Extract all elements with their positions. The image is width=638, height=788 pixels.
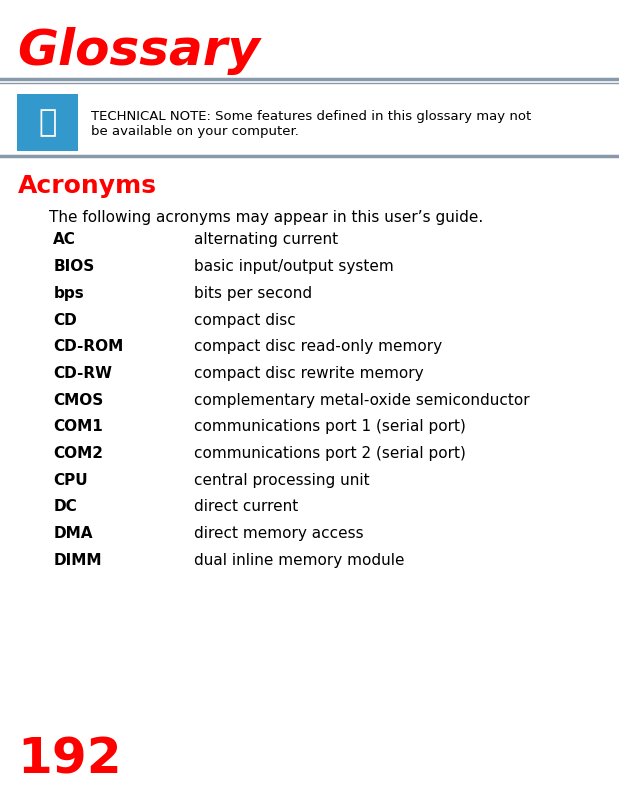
Text: TECHNICAL NOTE: Some features defined in this glossary may not
be available on y: TECHNICAL NOTE: Some features defined in…	[91, 110, 531, 138]
Text: DIMM: DIMM	[54, 553, 102, 568]
Text: DMA: DMA	[54, 526, 93, 541]
Text: 🔧: 🔧	[38, 108, 57, 137]
Text: basic input/output system: basic input/output system	[194, 259, 394, 274]
Text: CD-ROM: CD-ROM	[54, 340, 124, 355]
Text: Glossary: Glossary	[17, 28, 260, 76]
Text: communications port 2 (serial port): communications port 2 (serial port)	[194, 446, 466, 461]
Text: complementary metal-oxide semiconductor: complementary metal-oxide semiconductor	[194, 392, 530, 407]
Text: DC: DC	[54, 500, 77, 515]
Text: CD: CD	[54, 313, 77, 328]
FancyBboxPatch shape	[17, 94, 78, 151]
Text: direct memory access: direct memory access	[194, 526, 364, 541]
Text: compact disc: compact disc	[194, 313, 296, 328]
Text: alternating current: alternating current	[194, 232, 338, 247]
Text: bps: bps	[54, 286, 84, 301]
Text: BIOS: BIOS	[54, 259, 94, 274]
Text: dual inline memory module: dual inline memory module	[194, 553, 404, 568]
Text: communications port 1 (serial port): communications port 1 (serial port)	[194, 419, 466, 434]
Text: central processing unit: central processing unit	[194, 473, 370, 488]
Text: CMOS: CMOS	[54, 392, 103, 407]
Text: COM2: COM2	[54, 446, 103, 461]
Text: Acronyms: Acronyms	[17, 174, 156, 198]
Text: compact disc read-only memory: compact disc read-only memory	[194, 340, 442, 355]
Text: CPU: CPU	[54, 473, 88, 488]
Text: compact disc rewrite memory: compact disc rewrite memory	[194, 366, 424, 381]
Text: The following acronyms may appear in this user’s guide.: The following acronyms may appear in thi…	[48, 210, 483, 225]
Text: bits per second: bits per second	[194, 286, 312, 301]
Text: CD-RW: CD-RW	[54, 366, 112, 381]
Text: 192: 192	[17, 736, 122, 783]
Text: AC: AC	[54, 232, 77, 247]
Text: direct current: direct current	[194, 500, 299, 515]
Text: COM1: COM1	[54, 419, 103, 434]
